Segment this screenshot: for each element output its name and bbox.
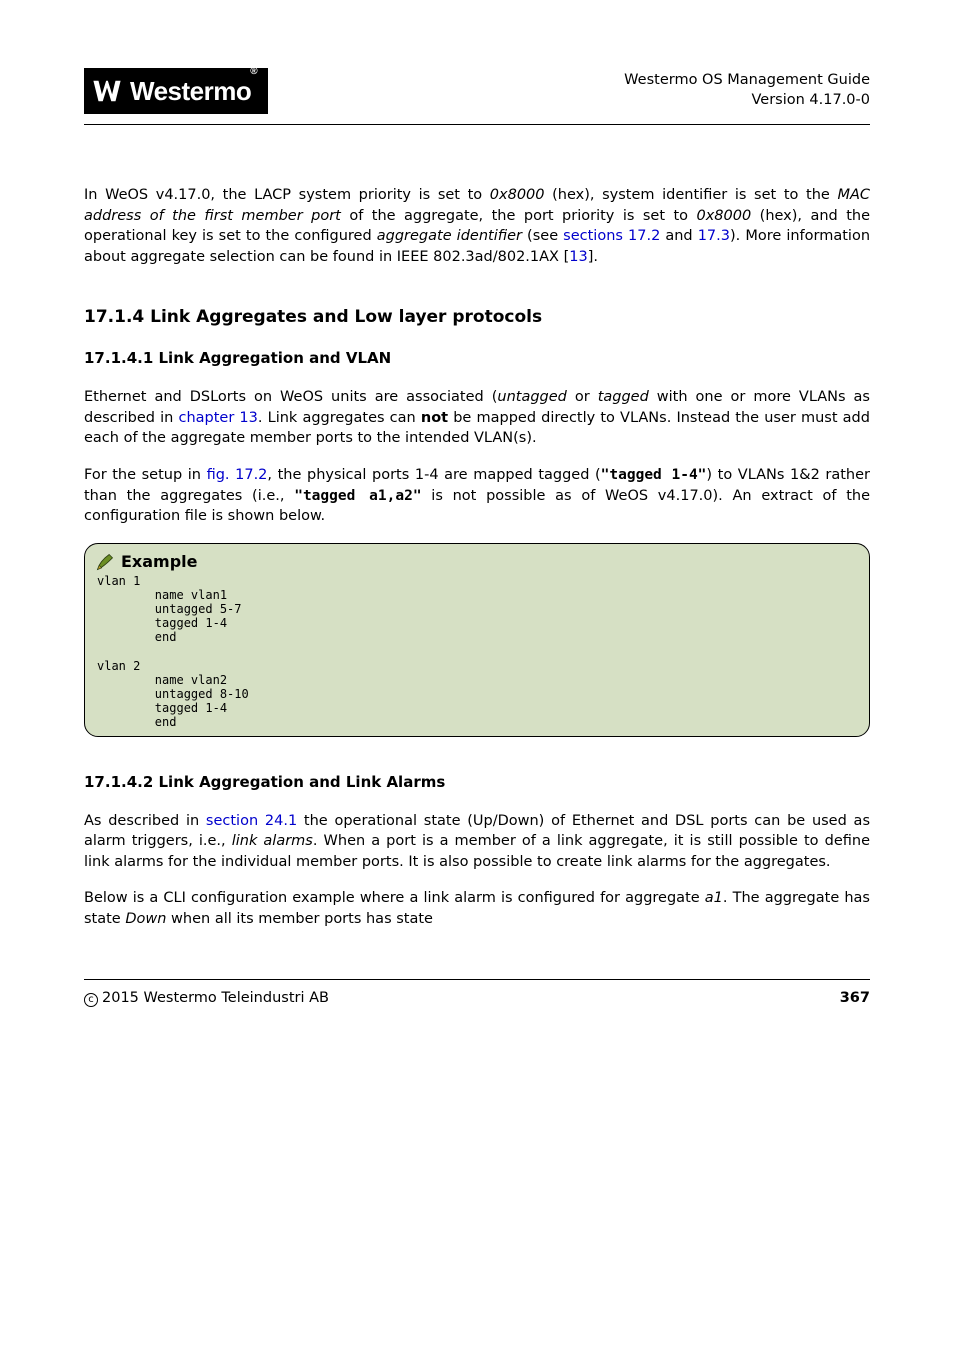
vlan-para-1: Ethernet and DSLorts on WeOS units are a… [84,387,870,449]
heading-17-1-4: 17.1.4 Link Aggregates and Low layer pro… [84,307,870,327]
link-section-24-1[interactable]: section 24.1 [206,813,297,829]
page-header: Westermo® Westermo OS Management Guide V… [84,68,870,114]
link-section-17-3[interactable]: 17.3 [698,228,730,244]
example-header: Example [85,544,869,574]
page-number: 367 [840,990,870,1007]
footer-rule [84,979,870,980]
copyright: c2015 Westermo Teleindustri AB [84,990,329,1007]
header-rule [84,124,870,125]
alarm-para-1: As described in section 24.1 the operati… [84,811,870,873]
logo-w-icon [90,74,124,108]
alarm-para-2: Below is a CLI configuration example whe… [84,888,870,929]
westermo-logo: Westermo® [84,68,268,114]
example-title: Example [121,552,198,571]
guide-title: Westermo OS Management Guide [624,71,870,91]
guide-version: Version 4.17.0-0 [624,91,870,111]
heading-17-1-4-2: 17.1.4.2 Link Aggregation and Link Alarm… [84,773,870,791]
page-footer: c2015 Westermo Teleindustri AB 367 [84,990,870,1007]
example-code: vlan 1 name vlan1 untagged 5-7 tagged 1-… [85,574,869,736]
intro-paragraph: In WeOS v4.17.0, the LACP system priorit… [84,185,870,267]
example-box: Example vlan 1 name vlan1 untagged 5-7 t… [84,543,870,737]
link-sections-17-2[interactable]: sections 17.2 [563,228,660,244]
link-ref-13[interactable]: 13 [569,249,587,265]
logo-text: Westermo® [130,76,258,107]
pencil-icon [95,552,115,572]
link-fig-17-2[interactable]: fig. 17.2 [207,467,268,483]
link-chapter-13[interactable]: chapter 13 [178,410,257,426]
header-title-block: Westermo OS Management Guide Version 4.1… [624,71,870,110]
vlan-para-2: For the setup in fig. 17.2, the physical… [84,465,870,527]
heading-17-1-4-1: 17.1.4.1 Link Aggregation and VLAN [84,349,870,367]
